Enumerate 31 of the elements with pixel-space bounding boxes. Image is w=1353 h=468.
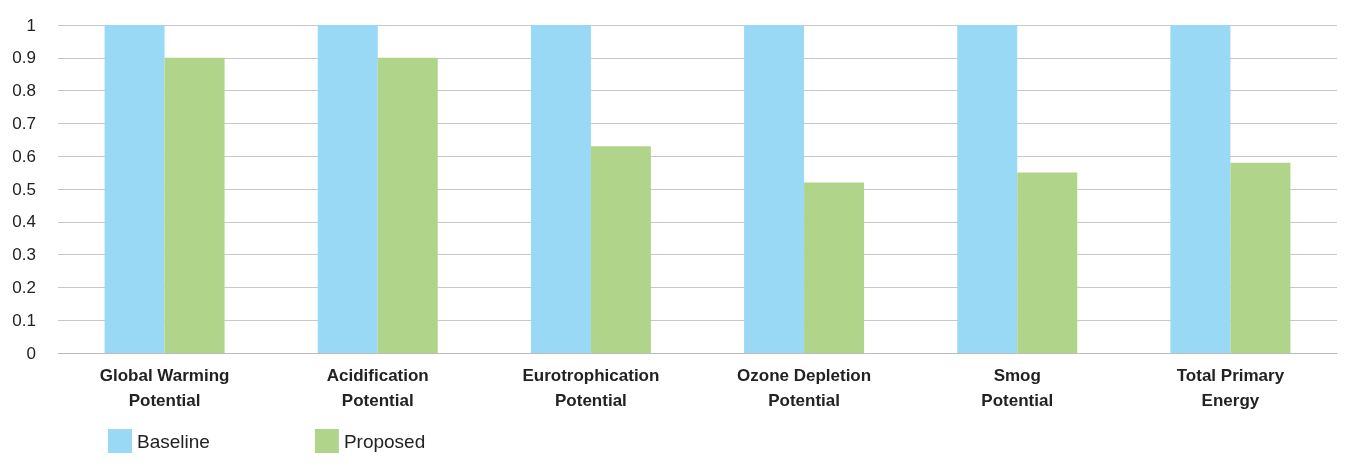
bar bbox=[104, 25, 165, 353]
bar bbox=[804, 182, 865, 353]
bar bbox=[957, 25, 1018, 353]
y-tick-label: 1 bbox=[26, 15, 36, 35]
y-tick-label: 0.1 bbox=[12, 310, 36, 330]
bar bbox=[164, 57, 225, 353]
bar bbox=[1017, 172, 1078, 353]
x-tick-label: Acidification Potential bbox=[326, 366, 429, 410]
y-tick-label: 0.5 bbox=[12, 179, 36, 199]
bar bbox=[530, 25, 591, 353]
bar bbox=[590, 146, 651, 353]
x-tick-label: Eurotrophication Potential bbox=[522, 366, 660, 410]
x-tick-label: Total Primary Energy bbox=[1176, 366, 1285, 410]
y-tick-label: 0.9 bbox=[12, 48, 36, 68]
x-tick-label: Smog Potential bbox=[981, 366, 1054, 410]
bar bbox=[744, 25, 805, 353]
y-tick-label: 0.4 bbox=[12, 212, 36, 232]
legend-label: Baseline bbox=[137, 430, 210, 452]
x-tick-label: Global Warming Potential bbox=[99, 366, 230, 410]
y-tick-label: 0.7 bbox=[12, 113, 36, 133]
bar bbox=[1170, 25, 1231, 353]
bar bbox=[1230, 162, 1291, 353]
bar bbox=[317, 25, 378, 353]
y-tick-label: 0.3 bbox=[12, 245, 36, 265]
y-tick-label: 0.8 bbox=[12, 81, 36, 101]
y-tick-label: 0.2 bbox=[12, 277, 36, 297]
bar bbox=[377, 57, 438, 353]
legend-label: Proposed bbox=[343, 430, 426, 452]
y-tick-label: 0 bbox=[26, 343, 36, 363]
y-tick-label: 0.6 bbox=[12, 146, 36, 166]
x-tick-label: Ozone Depletion Potential bbox=[737, 366, 872, 410]
